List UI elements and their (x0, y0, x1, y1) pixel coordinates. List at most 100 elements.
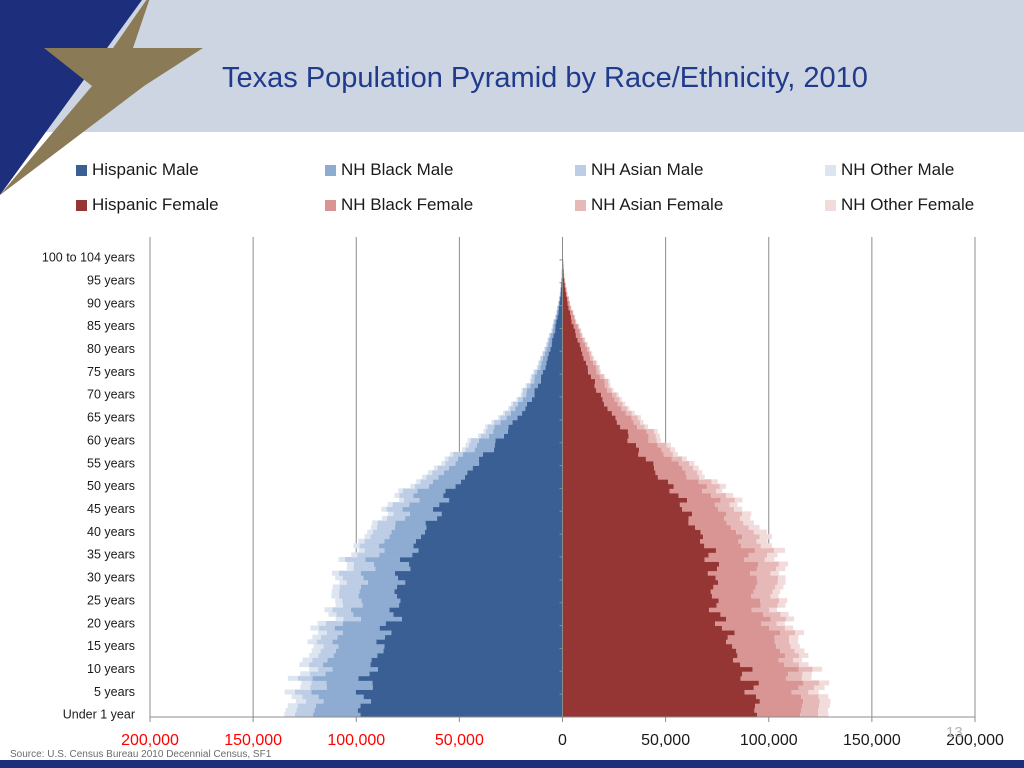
bar-segment (478, 456, 563, 462)
bar-segment (312, 657, 328, 663)
bar-segment (370, 534, 390, 540)
bar-segment (561, 282, 563, 288)
bar-segment (364, 534, 371, 540)
bar-segment (399, 557, 563, 562)
bar-segment (562, 566, 718, 572)
bar-segment (818, 707, 829, 713)
bar-segment (536, 365, 538, 370)
bar-segment (520, 392, 523, 398)
bar-segment (562, 278, 565, 284)
bar-segment (300, 685, 311, 690)
bar-segment (698, 479, 712, 485)
bar-segment (526, 383, 531, 389)
bar-segment (558, 301, 560, 306)
bar-segment (437, 515, 563, 521)
bar-segment (778, 575, 786, 581)
bar-segment (666, 442, 671, 448)
bar-segment (403, 488, 418, 494)
bar-segment (326, 630, 343, 636)
bar-segment (753, 685, 799, 690)
bar-segment (562, 419, 617, 425)
bar-segment (391, 630, 563, 636)
bar-segment (414, 483, 429, 489)
bar-segment (555, 328, 563, 334)
bar-segment (470, 438, 479, 444)
bar-segment (591, 351, 593, 357)
bar-segment (538, 360, 540, 366)
bar-segment (387, 511, 394, 517)
bar-segment (552, 323, 554, 329)
bar-segment (522, 410, 563, 416)
bar-segment (783, 662, 800, 668)
bar-segment (795, 630, 804, 636)
bar-segment (445, 461, 456, 466)
bar-segment (462, 451, 483, 457)
legend-hispanic-female: Hispanic Female (76, 195, 219, 215)
bar-segment (758, 561, 779, 567)
bar-segment (646, 429, 654, 434)
bar-segment (284, 689, 295, 695)
bar-segment (619, 397, 622, 402)
bar-segment (562, 483, 674, 489)
bar-segment (577, 337, 583, 343)
bar-segment (568, 305, 571, 311)
bar-segment (637, 415, 641, 421)
bar-segment (392, 502, 410, 508)
bar-segment (734, 506, 743, 512)
bar-segment (299, 662, 309, 668)
bar-segment (562, 333, 576, 338)
bar-segment (595, 360, 598, 366)
bar-segment (607, 387, 612, 393)
bar-segment (531, 397, 563, 402)
legend-swatch (825, 164, 836, 176)
bar-segment (500, 419, 513, 425)
bar-segment (331, 570, 339, 576)
bar-segment (383, 648, 563, 654)
bar-segment (337, 634, 385, 640)
bar-segment (702, 488, 716, 494)
bar-segment (704, 543, 742, 549)
bar-segment (562, 662, 741, 668)
bar-segment (360, 712, 563, 718)
y-tick-label: 15 years (87, 639, 135, 653)
bar-segment (562, 698, 760, 704)
bar-segment (768, 625, 785, 631)
bar-segment (546, 346, 551, 352)
y-tick-label: 85 years (87, 319, 135, 333)
bar-segment (761, 621, 777, 626)
bar-segment (371, 657, 563, 663)
bar-segment (517, 401, 527, 407)
bar-segment (449, 497, 563, 503)
bar-segment (342, 630, 392, 636)
bar-segment (785, 616, 795, 622)
bar-segment (476, 442, 495, 448)
bar-segment (777, 602, 786, 608)
bar-segment (409, 511, 442, 517)
bar-segment (548, 351, 563, 357)
bar-segment (397, 575, 563, 581)
bar-segment (655, 470, 686, 476)
legend-swatch (575, 164, 586, 176)
bar-segment (493, 429, 508, 434)
bar-segment (309, 666, 319, 672)
bar-segment (335, 648, 384, 654)
bar-segment (540, 365, 546, 370)
bar-segment (360, 616, 402, 622)
legend-swatch (325, 199, 336, 211)
bar-segment (733, 657, 779, 663)
bar-segment (358, 675, 563, 681)
bar-segment (394, 525, 427, 530)
bar-segment (688, 520, 727, 526)
bar-segment (453, 451, 463, 457)
bar-segment (699, 474, 705, 480)
bar-segment (353, 566, 376, 572)
y-tick-label: 25 years (87, 593, 135, 607)
bar-segment (379, 625, 563, 631)
bar-segment (521, 387, 523, 393)
bar-segment (818, 694, 829, 700)
bar-segment (715, 621, 762, 626)
bar-segment (562, 433, 629, 439)
bar-segment (381, 515, 388, 521)
bar-segment (656, 438, 661, 444)
bar-segment (296, 707, 315, 713)
